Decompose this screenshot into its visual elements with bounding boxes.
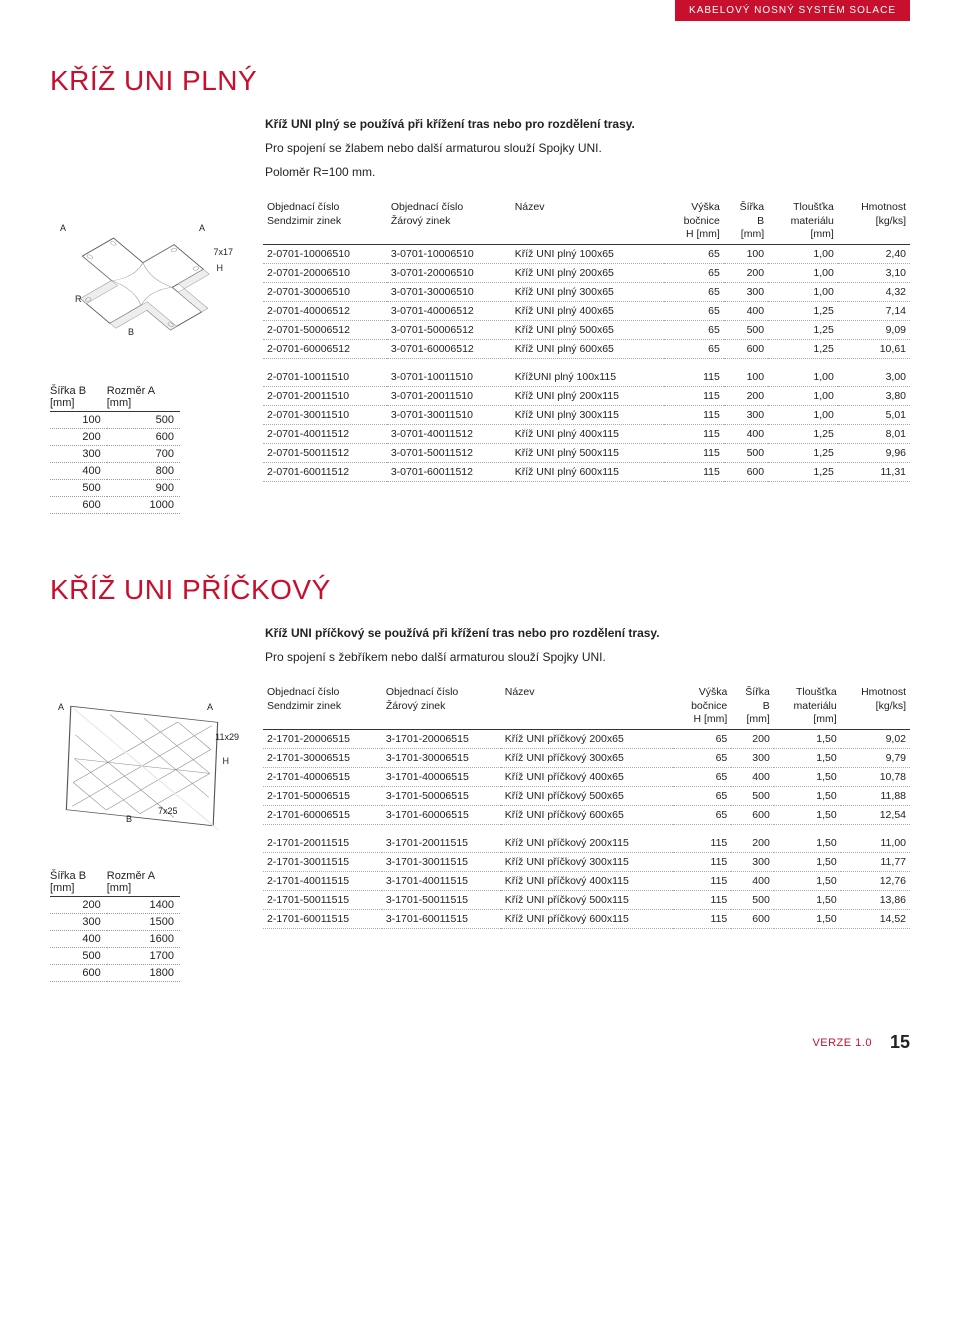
table-row: 2-0701-500115123-0701-50011512Kříž UNI p… bbox=[263, 444, 910, 463]
main-table-header: Tloušťkamateriálu[mm] bbox=[768, 199, 838, 244]
main-table-header: ŠířkaB[mm] bbox=[724, 199, 768, 244]
table-row: 2-1701-600065153-1701-60006515Kříž UNI p… bbox=[263, 805, 910, 824]
main-table-header: Název bbox=[501, 684, 674, 729]
table-row: 200600 bbox=[50, 429, 180, 446]
main-table-header: Hmotnost[kg/ks] bbox=[841, 684, 910, 729]
section2-small-table: Šířka B[mm]Rozměr A[mm] 2001400300150040… bbox=[50, 868, 180, 982]
main-table-header: Název bbox=[511, 199, 664, 244]
small-table-header: Šířka B[mm] bbox=[50, 868, 107, 897]
main-table-header: Objednací čísloSendzimir zinek bbox=[263, 199, 387, 244]
table-row: 2-1701-400065153-1701-40006515Kříž UNI p… bbox=[263, 767, 910, 786]
section1-intro2: Pro spojení se žlabem nebo další armatur… bbox=[265, 139, 910, 157]
breadcrumb: KABELOVÝ NOSNÝ SYSTÉM SOLACE bbox=[675, 0, 910, 21]
table-row: 2-1701-200115153-1701-20011515Kříž UNI p… bbox=[263, 834, 910, 853]
section1-intro1: Kříž UNI plný se používá při křížení tra… bbox=[265, 115, 910, 133]
table-row: 2-0701-200115103-0701-20011510Kříž UNI p… bbox=[263, 387, 910, 406]
small-table-header: Rozměr A[mm] bbox=[107, 868, 180, 897]
table-row: 6001000 bbox=[50, 497, 180, 514]
section1-main-table: Objednací čísloSendzimir zinekObjednací … bbox=[263, 199, 910, 482]
main-table-header: Objednací čísloSendzimir zinek bbox=[263, 684, 382, 729]
table-row: 2-0701-100115103-0701-10011510KřížUNI pl… bbox=[263, 368, 910, 387]
table-row: 2-0701-300065103-0701-30006510Kříž UNI p… bbox=[263, 282, 910, 301]
section1-intro3: Poloměr R=100 mm. bbox=[265, 163, 910, 181]
footer-page: 15 bbox=[890, 1032, 910, 1053]
main-table-header: Objednací čísloŽárový zinek bbox=[387, 199, 511, 244]
footer: VERZE 1.0 15 bbox=[0, 1032, 960, 1073]
table-row: 2-0701-500065123-0701-50006512Kříž UNI p… bbox=[263, 320, 910, 339]
main-table-header: Hmotnost[kg/ks] bbox=[838, 199, 910, 244]
table-row: 2001400 bbox=[50, 897, 180, 914]
table-row: 5001700 bbox=[50, 948, 180, 965]
table-row: 400800 bbox=[50, 463, 180, 480]
table-row: 2-0701-200065103-0701-20006510Kříž UNI p… bbox=[263, 263, 910, 282]
table-row: 2-1701-300065153-1701-30006515Kříž UNI p… bbox=[263, 748, 910, 767]
table-row: 3001500 bbox=[50, 914, 180, 931]
table-row: 2-0701-400115123-0701-40011512Kříž UNI p… bbox=[263, 425, 910, 444]
table-row: 2-1701-600115153-1701-60011515Kříž UNI p… bbox=[263, 910, 910, 929]
table-row: 100500 bbox=[50, 412, 180, 429]
table-row: 2-1701-400115153-1701-40011515Kříž UNI p… bbox=[263, 872, 910, 891]
table-row: 2-0701-400065123-0701-40006512Kříž UNI p… bbox=[263, 301, 910, 320]
footer-version: VERZE 1.0 bbox=[812, 1037, 872, 1049]
table-row: 2-0701-600065123-0701-60006512Kříž UNI p… bbox=[263, 339, 910, 358]
table-row: 500900 bbox=[50, 480, 180, 497]
table-row: 2-0701-100065103-0701-10006510Kříž UNI p… bbox=[263, 244, 910, 263]
table-row: 2-1701-300115153-1701-30011515Kříž UNI p… bbox=[263, 853, 910, 872]
table-row: 2-0701-600115123-0701-60011512Kříž UNI p… bbox=[263, 463, 910, 482]
section2-main-table: Objednací čísloSendzimir zinekObjednací … bbox=[263, 684, 910, 929]
table-row: 2-0701-300115103-0701-30011510Kříž UNI p… bbox=[263, 406, 910, 425]
table-row: 300700 bbox=[50, 446, 180, 463]
table-row: 2-1701-500115153-1701-50011515Kříž UNI p… bbox=[263, 891, 910, 910]
section1-title: KŘÍŽ UNI PLNÝ bbox=[50, 65, 910, 97]
table-row: 2-1701-200065153-1701-20006515Kříž UNI p… bbox=[263, 729, 910, 748]
main-table-header: VýškabočniceH [mm] bbox=[664, 199, 724, 244]
section2-title: KŘÍŽ UNI PŘÍČKOVÝ bbox=[50, 574, 910, 606]
small-table-header: Šířka B[mm] bbox=[50, 383, 107, 412]
small-table-header: Rozměr A[mm] bbox=[107, 383, 180, 412]
section1-small-table: Šířka B[mm]Rozměr A[mm] 1005002006003007… bbox=[50, 383, 180, 514]
main-table-header: VýškabočniceH [mm] bbox=[673, 684, 731, 729]
section2-intro2: Pro spojení s žebříkem nebo další armatu… bbox=[265, 648, 910, 666]
diagram2: A A B H 11x29 7x25 bbox=[50, 684, 235, 854]
table-row: 6001800 bbox=[50, 965, 180, 982]
table-row: 2-1701-500065153-1701-50006515Kříž UNI p… bbox=[263, 786, 910, 805]
main-table-header: Objednací čísloŽárový zinek bbox=[382, 684, 501, 729]
table-row: 4001600 bbox=[50, 931, 180, 948]
main-table-header: Tloušťkamateriálu[mm] bbox=[774, 684, 841, 729]
main-table-header: ŠířkaB[mm] bbox=[731, 684, 774, 729]
diagram1: A A B R H 7x17 bbox=[50, 199, 235, 369]
section2-intro1: Kříž UNI příčkový se používá při křížení… bbox=[265, 624, 910, 642]
